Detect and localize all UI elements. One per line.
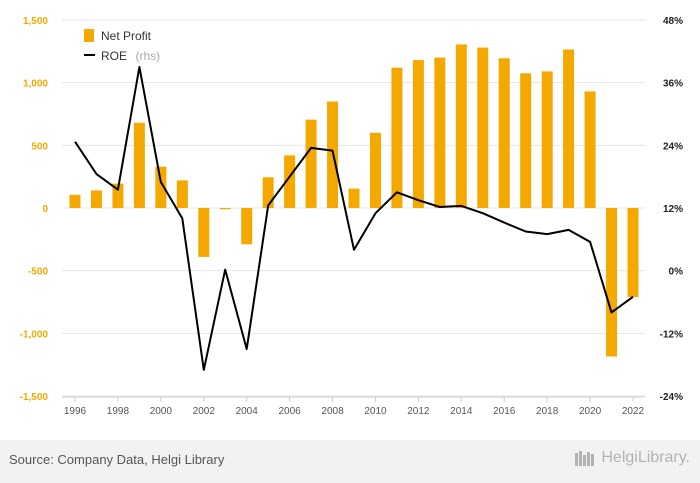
- right-tick-label: 36%: [663, 79, 683, 90]
- net-profit-bar: [241, 208, 253, 245]
- x-tick-label: 1998: [107, 406, 130, 417]
- net-profit-bar: [69, 194, 81, 208]
- x-tick-label: 2002: [193, 406, 216, 417]
- x-tick-label: 1996: [64, 406, 87, 417]
- net-profit-bar: [412, 60, 424, 209]
- roe-line-layer: [74, 66, 634, 371]
- x-tick-label: 2014: [450, 406, 473, 417]
- net-profit-bar: [155, 166, 167, 208]
- source-text: Source: Company Data, Helgi Library: [9, 452, 225, 467]
- net-profit-bar: [198, 208, 210, 257]
- right-tick-label: 24%: [663, 141, 683, 152]
- footer: Source: Company Data, Helgi Library Helg…: [0, 440, 700, 483]
- grid-lines: [62, 19, 645, 398]
- legend-roe-label: ROE: [101, 49, 127, 63]
- net-profit-bar: [112, 183, 124, 208]
- net-profit-bar: [455, 44, 467, 208]
- left-tick-label: -1,000: [20, 329, 49, 340]
- x-tick-label: 2006: [278, 406, 301, 417]
- net-profit-bar: [477, 47, 489, 208]
- left-tick-label: 1,500: [23, 16, 48, 27]
- legend-net-profit-label: Net Profit: [101, 29, 152, 43]
- left-tick-label: 0: [42, 204, 48, 215]
- right-axis-ticks: -24% -12% 0% 12% 24% 36% 48%: [660, 16, 683, 403]
- net-profit-bar: [176, 180, 188, 208]
- x-tick-label: 2018: [536, 406, 559, 417]
- net-profit-bar: [219, 208, 231, 210]
- chart: -1,500 -1,000 -500 0 500 1,000 1,500 -24% -12% 0…: [20, 16, 683, 417]
- svg-text:ROE (rhs): ROE (rhs): [101, 47, 160, 64]
- x-tick-label: 2004: [236, 406, 259, 417]
- x-tick-label: 2022: [622, 406, 645, 417]
- net-profit-bars: [69, 44, 639, 357]
- x-axis-ticks: 1996 1998 2000 2002 2004 2006 2008 2010 2012 2014…: [64, 397, 645, 417]
- right-tick-label: 0%: [669, 267, 684, 278]
- legend-roe-suffix: (rhs): [135, 49, 160, 63]
- net-profit-bar: [541, 71, 553, 209]
- net-profit-bar: [584, 91, 596, 208]
- x-tick-label: 2008: [321, 406, 344, 417]
- x-tick-label: 2016: [493, 406, 516, 417]
- x-tick-label: 2012: [407, 406, 430, 417]
- x-tick-label: 2020: [579, 406, 602, 417]
- left-tick-label: 1,000: [23, 79, 48, 90]
- net-profit-bar: [284, 155, 296, 208]
- net-profit-bar: [563, 49, 575, 208]
- net-profit-bar: [305, 119, 317, 208]
- brand-text: HelgiLibrary.: [601, 449, 690, 466]
- net-profit-bar: [627, 208, 639, 297]
- right-tick-label: -12%: [660, 329, 683, 340]
- net-profit-bar: [520, 73, 532, 209]
- net-profit-bar: [348, 188, 360, 208]
- left-tick-label: 500: [31, 141, 48, 152]
- net-profit-bar: [369, 132, 381, 208]
- right-tick-label: 48%: [663, 16, 683, 27]
- net-profit-bar: [391, 67, 403, 208]
- net-profit-bar: [262, 177, 274, 208]
- left-tick-label: -500: [28, 267, 48, 278]
- brand-logo: HelgiLibrary.: [574, 449, 690, 467]
- net-profit-bar: [606, 208, 618, 357]
- x-tick-label: 2010: [364, 406, 387, 417]
- legend-net-profit-swatch: [84, 29, 94, 42]
- net-profit-bar: [90, 190, 102, 208]
- right-tick-label: -24%: [660, 392, 683, 403]
- left-tick-label: -1,500: [20, 392, 49, 403]
- net-profit-bar: [133, 122, 145, 208]
- x-tick-label: 2000: [150, 406, 173, 417]
- net-profit-bar: [498, 58, 510, 208]
- legend: Net Profit ROE (rhs): [84, 29, 160, 64]
- right-tick-label: 12%: [663, 204, 683, 215]
- net-profit-bar: [434, 57, 446, 208]
- books-icon: [575, 451, 595, 466]
- left-axis-ticks: -1,500 -1,000 -500 0 500 1,000 1,500: [20, 16, 49, 403]
- roe-line: [74, 66, 634, 371]
